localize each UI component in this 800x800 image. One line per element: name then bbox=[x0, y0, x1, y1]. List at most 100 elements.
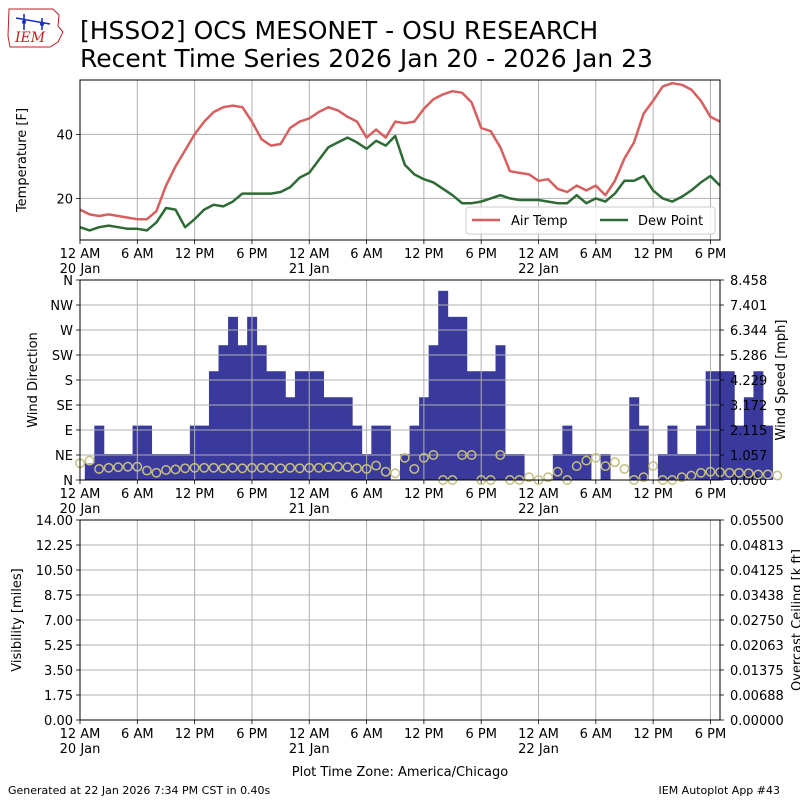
wind-x-tick-label: 12 PM bbox=[404, 487, 444, 502]
temp-x-tick-label: 6 PM bbox=[465, 247, 496, 262]
wind-speed-bar bbox=[562, 425, 573, 480]
wind-dir-tick-label: N bbox=[63, 274, 73, 289]
wind-speed-bar bbox=[208, 371, 219, 480]
wind-speed-bar bbox=[342, 397, 353, 480]
wind-speed-bar bbox=[495, 345, 506, 480]
wind-speed-bar bbox=[724, 371, 735, 480]
temp-x-tick-label: 12 PM bbox=[175, 247, 215, 262]
wind-speed-bar bbox=[657, 453, 668, 480]
wind-speed-bar bbox=[170, 453, 181, 480]
wind-speed-bar bbox=[629, 397, 640, 480]
ceiling-y-tick-label: 0.02063 bbox=[730, 639, 784, 654]
wind-direction-point bbox=[552, 466, 563, 477]
chart-title: [HSSO2] OCS MESONET - OSU RESEARCH bbox=[80, 16, 599, 45]
ceiling-y-tick-label: 0.00688 bbox=[730, 689, 784, 704]
iem-logo-text: IEM bbox=[14, 30, 46, 46]
wind-direction-point bbox=[734, 467, 745, 478]
wind-x-tick-label: 12 PM bbox=[175, 487, 215, 502]
wind-speed-bar bbox=[333, 397, 344, 480]
wind-speed-bar bbox=[142, 425, 153, 480]
wind-dir-tick-label: N bbox=[63, 474, 73, 489]
vis-x-tick-label: 6 PM bbox=[695, 727, 726, 742]
temp-x-date-label: 22 Jan bbox=[518, 262, 559, 277]
plot-timezone-label: Plot Time Zone: America/Chicago bbox=[292, 765, 508, 780]
wind-speed-tick-label: 6.344 bbox=[730, 324, 767, 339]
temp-y-tick-label: 40 bbox=[56, 128, 73, 143]
wind-speed-bar bbox=[113, 453, 124, 480]
temp-x-tick-label: 12 AM bbox=[518, 247, 559, 262]
wind-speed-bar bbox=[743, 397, 754, 480]
wind-direction-point bbox=[590, 452, 601, 463]
footer-generated: Generated at 22 Jan 2026 7:34 PM CST in … bbox=[8, 784, 271, 797]
wind-direction-point bbox=[151, 467, 162, 478]
wind-direction-point bbox=[428, 450, 439, 460]
temp-y-tick-label: 20 bbox=[56, 192, 73, 207]
vis-y-tick-label: 10.50 bbox=[36, 564, 73, 579]
temp-x-tick-label: 6 AM bbox=[580, 247, 613, 262]
wind-direction-point bbox=[571, 461, 582, 472]
wind-speed-tick-label: 5.286 bbox=[730, 349, 767, 364]
temp-x-tick-label: 6 AM bbox=[121, 247, 154, 262]
wind-x-tick-label: 12 AM bbox=[289, 487, 330, 502]
wind-x-tick-label: 6 AM bbox=[580, 487, 613, 502]
wind-dir-axis-label: Wind Direction bbox=[26, 332, 41, 428]
wind-x-tick-label: 6 AM bbox=[121, 487, 154, 502]
wind-speed-bar bbox=[677, 453, 687, 480]
wind-x-date-label: 21 Jan bbox=[289, 502, 330, 517]
wind-direction-point bbox=[648, 461, 659, 472]
wind-speed-bar bbox=[103, 453, 114, 480]
wind-speed-bar bbox=[409, 425, 420, 480]
wind-direction-point bbox=[113, 462, 124, 473]
wind-x-date-label: 22 Jan bbox=[518, 502, 559, 517]
wind-direction-point bbox=[380, 466, 391, 477]
wind-dir-tick-label: NW bbox=[50, 299, 73, 314]
wind-speed-bar bbox=[151, 453, 162, 480]
wind-speed-tick-label: 3.172 bbox=[730, 399, 767, 414]
vis-x-tick-label: 12 AM bbox=[289, 727, 330, 742]
vis-x-tick-label: 12 PM bbox=[175, 727, 215, 742]
ceiling-y-tick-label: 0.02750 bbox=[730, 614, 784, 629]
wind-direction-point bbox=[266, 462, 276, 473]
ceiling-y-tick-label: 0.03438 bbox=[730, 589, 784, 604]
wind-speed-bar bbox=[571, 453, 582, 480]
wind-speed-bar bbox=[199, 425, 210, 480]
legend-air-temp-label: Air Temp bbox=[511, 214, 568, 229]
wind-speed-bar bbox=[275, 371, 286, 480]
temp-x-tick-label: 6 AM bbox=[350, 247, 383, 262]
wind-speed-bar bbox=[485, 371, 496, 480]
wind-direction-point bbox=[762, 469, 773, 480]
wind-speed-bar bbox=[266, 371, 277, 480]
wind-speed-bar bbox=[228, 316, 239, 480]
wind-direction-point bbox=[199, 462, 210, 473]
wind-speed-bar bbox=[457, 316, 468, 480]
wind-plot-frame bbox=[79, 279, 721, 481]
wind-direction-point bbox=[122, 461, 133, 472]
wind-speed-bar bbox=[122, 453, 133, 480]
wind-direction-point bbox=[466, 450, 477, 460]
vis-y-tick-label: 1.75 bbox=[44, 689, 73, 704]
temp-legend bbox=[465, 206, 716, 235]
wind-x-tick-label: 12 AM bbox=[518, 487, 559, 502]
wind-direction-point bbox=[332, 461, 343, 472]
wind-direction-point bbox=[141, 465, 152, 476]
vis-y-tick-label: 3.50 bbox=[44, 664, 73, 679]
wind-direction-point bbox=[161, 465, 171, 475]
wind-x-tick-label: 6 PM bbox=[465, 487, 496, 502]
vis-y-tick-label: 12.25 bbox=[36, 539, 73, 554]
wind-speed-bar bbox=[180, 453, 191, 480]
wind-direction-point bbox=[772, 470, 783, 481]
wind-x-tick-label: 6 PM bbox=[236, 487, 267, 502]
wind-direction-point bbox=[342, 462, 353, 473]
wind-speed-bar bbox=[753, 371, 764, 480]
wind-direction-point bbox=[753, 469, 764, 480]
wind-speed-bar bbox=[352, 425, 363, 480]
wind-direction-point bbox=[600, 461, 611, 472]
wind-direction-point bbox=[457, 450, 468, 460]
wind-direction-point bbox=[94, 463, 105, 474]
wind-direction-point bbox=[390, 468, 401, 479]
temp-x-tick-label: 6 PM bbox=[695, 247, 726, 262]
wind-dir-tick-label: SE bbox=[57, 399, 73, 414]
temp-x-tick-label: 12 PM bbox=[633, 247, 673, 262]
temp-x-tick-label: 12 AM bbox=[289, 247, 330, 262]
